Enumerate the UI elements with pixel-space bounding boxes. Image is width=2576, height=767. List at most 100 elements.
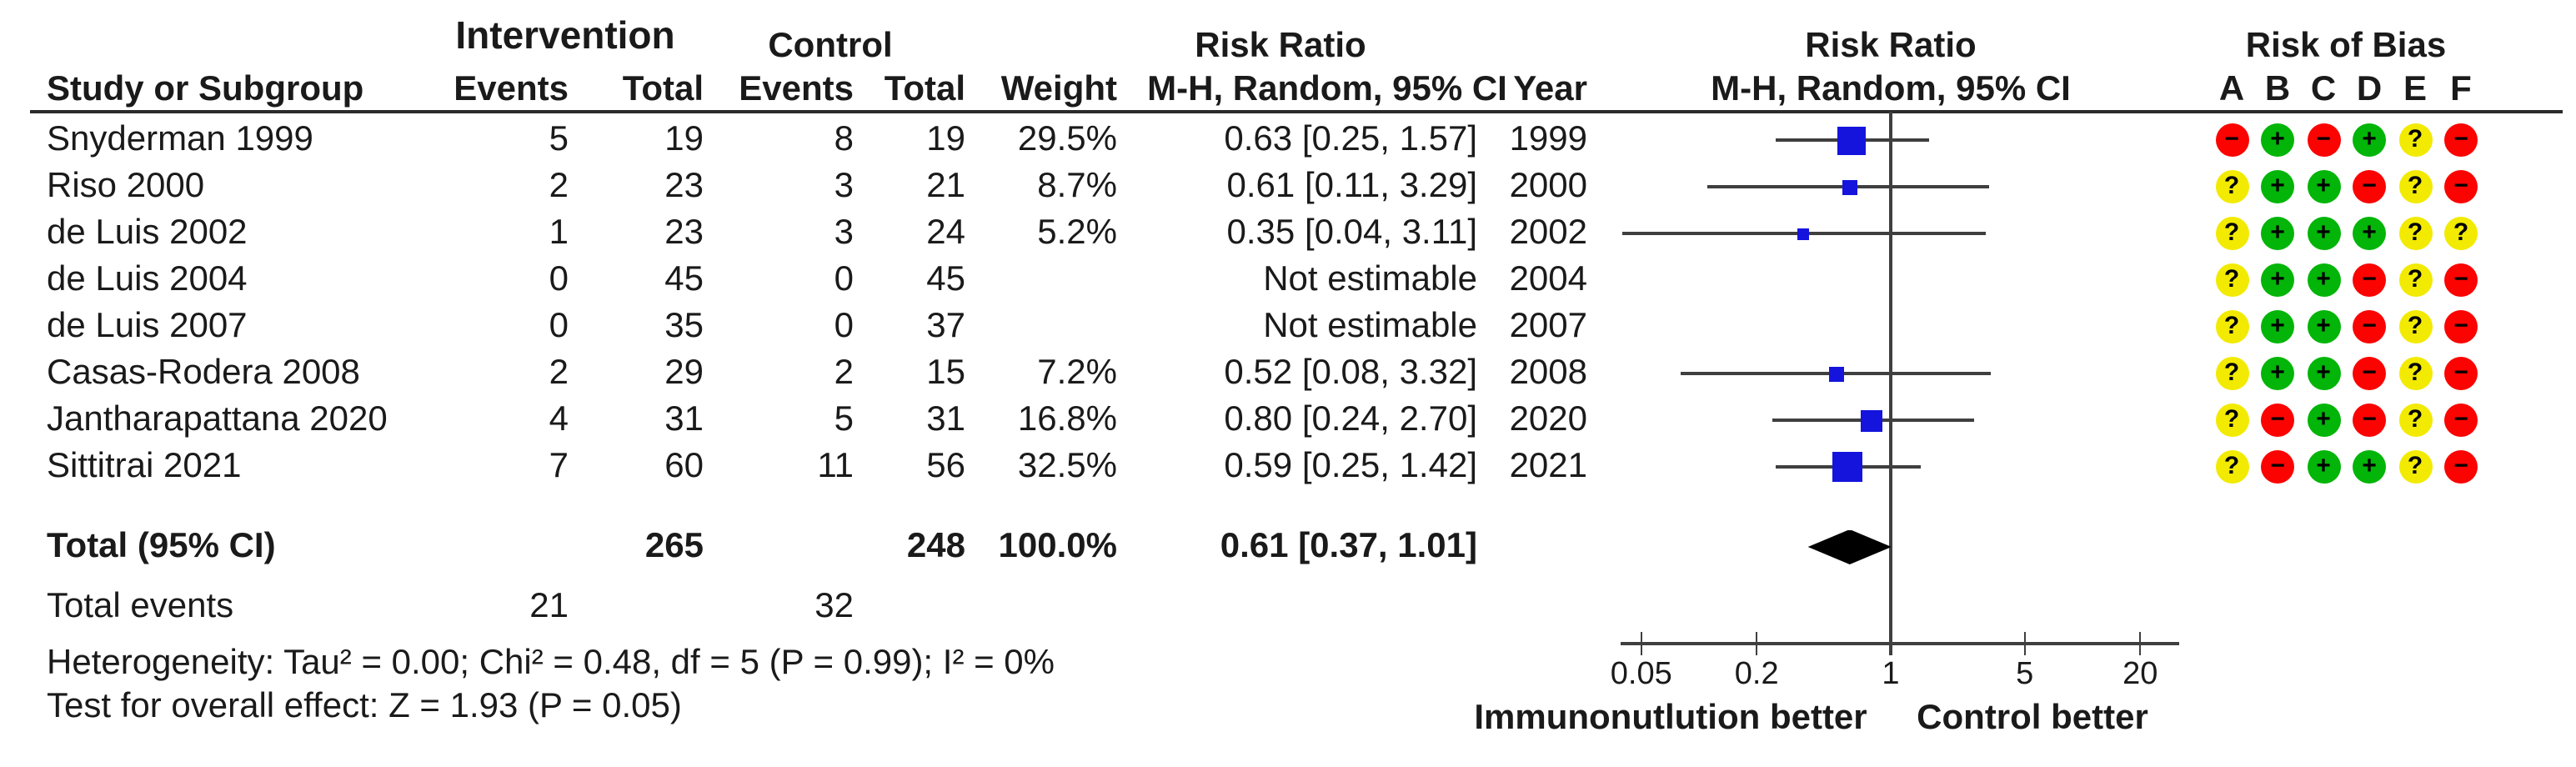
cell-ctl-total: 31 bbox=[926, 400, 965, 439]
cell-ctl-events: 8 bbox=[834, 120, 854, 158]
axis-tick bbox=[1889, 632, 1892, 655]
rob-minus-icon: − bbox=[2353, 404, 2386, 437]
axis-tick-label: 0.05 bbox=[1610, 657, 1672, 692]
axis-right-label: Control better bbox=[1917, 699, 2148, 737]
total-row-label: Total (95% CI) bbox=[47, 527, 276, 565]
rob-question-icon: ? bbox=[2398, 170, 2432, 203]
cell-int-events: 0 bbox=[549, 260, 569, 298]
cell-ctl-events: 0 bbox=[834, 307, 854, 345]
column-header-weight: Weight bbox=[1000, 70, 1117, 108]
rob-question-icon: ? bbox=[2398, 123, 2432, 157]
study-name: de Luis 2004 bbox=[47, 260, 248, 298]
effect-square bbox=[1837, 126, 1867, 154]
cell-ctl-total: 15 bbox=[926, 353, 965, 392]
column-header-risk-ratio: Risk Ratio bbox=[1195, 27, 1366, 65]
cell-weight: 5.2% bbox=[1037, 213, 1117, 252]
rob-plus-icon: + bbox=[2261, 357, 2294, 390]
rob-question-icon: ? bbox=[2215, 450, 2248, 484]
cell-ctl-total: 24 bbox=[926, 213, 965, 252]
header-divider bbox=[30, 110, 2563, 113]
rob-minus-icon: − bbox=[2444, 170, 2478, 203]
rob-minus-icon: − bbox=[2353, 263, 2386, 297]
study-name: Riso 2000 bbox=[47, 167, 205, 205]
cell-year: 1999 bbox=[1509, 120, 1587, 158]
group-header-intervention: Intervention bbox=[455, 13, 675, 57]
cell-year: 2020 bbox=[1509, 400, 1587, 439]
cell-estimate: 0.35 [0.04, 3.11] bbox=[1226, 213, 1477, 252]
rob-minus-icon: − bbox=[2444, 123, 2478, 157]
study-name: Casas-Rodera 2008 bbox=[47, 353, 360, 392]
cell-year: 2007 bbox=[1509, 307, 1587, 345]
axis-tick-label: 20 bbox=[2122, 657, 2158, 692]
rob-minus-icon: − bbox=[2444, 450, 2478, 484]
x-axis bbox=[1621, 642, 2179, 645]
rob-question-icon: ? bbox=[2398, 404, 2432, 437]
total-ctl-total: 248 bbox=[906, 527, 965, 565]
cell-int-total: 29 bbox=[664, 353, 704, 392]
plot-title: Risk Ratio bbox=[1805, 27, 1977, 65]
total-ctl-events: 32 bbox=[814, 587, 854, 625]
cell-ctl-total: 21 bbox=[926, 167, 965, 205]
column-header-int-events: Events bbox=[454, 70, 569, 108]
rob-question-icon: ? bbox=[2398, 310, 2432, 343]
cell-ctl-events: 2 bbox=[834, 353, 854, 392]
cell-int-events: 2 bbox=[549, 167, 569, 205]
rob-plus-icon: + bbox=[2307, 217, 2340, 250]
study-name: Sittitrai 2021 bbox=[47, 447, 242, 485]
cell-int-total: 23 bbox=[664, 167, 704, 205]
rob-question-icon: ? bbox=[2398, 217, 2432, 250]
cell-estimate: 0.59 [0.25, 1.42] bbox=[1224, 447, 1477, 485]
cell-int-total: 23 bbox=[664, 213, 704, 252]
total-weight: 100.0% bbox=[998, 527, 1117, 565]
cell-estimate: 0.80 [0.24, 2.70] bbox=[1224, 400, 1477, 439]
total-int-events: 21 bbox=[529, 587, 569, 625]
rob-question-icon: ? bbox=[2215, 217, 2248, 250]
plot-subtitle: M-H, Random, 95% CI bbox=[1711, 70, 2071, 108]
rob-plus-icon: + bbox=[2353, 450, 2386, 484]
rob-title: Risk of Bias bbox=[2245, 27, 2447, 65]
column-header-year: Year bbox=[1513, 70, 1587, 108]
cell-int-total: 19 bbox=[664, 120, 704, 158]
rob-minus-icon: − bbox=[2215, 123, 2248, 157]
study-name: Snyderman 1999 bbox=[47, 120, 313, 158]
axis-tick bbox=[1755, 632, 1758, 655]
rob-question-icon: ? bbox=[2444, 217, 2478, 250]
cell-year: 2021 bbox=[1509, 447, 1587, 485]
study-name: de Luis 2002 bbox=[47, 213, 248, 252]
axis-tick bbox=[2138, 632, 2142, 655]
cell-ctl-events: 11 bbox=[817, 447, 854, 485]
effect-square bbox=[1832, 452, 1862, 482]
cell-year: 2000 bbox=[1509, 167, 1587, 205]
cell-weight: 8.7% bbox=[1037, 167, 1117, 205]
rob-minus-icon: − bbox=[2444, 357, 2478, 390]
rob-minus-icon: − bbox=[2353, 170, 2386, 203]
rob-plus-icon: + bbox=[2261, 123, 2294, 157]
cell-int-events: 0 bbox=[549, 307, 569, 345]
effect-square bbox=[1861, 409, 1883, 431]
rob-question-icon: ? bbox=[2215, 263, 2248, 297]
cell-weight: 29.5% bbox=[1017, 120, 1117, 158]
heterogeneity-note: Heterogeneity: Tau² = 0.00; Chi² = 0.48,… bbox=[47, 644, 1055, 682]
rob-column-letter: B bbox=[2264, 70, 2291, 108]
rob-minus-icon: − bbox=[2444, 310, 2478, 343]
rob-question-icon: ? bbox=[2215, 357, 2248, 390]
axis-tick-label: 1 bbox=[1882, 657, 1900, 692]
effect-square bbox=[1842, 179, 1857, 194]
cell-year: 2002 bbox=[1509, 213, 1587, 252]
cell-weight: 7.2% bbox=[1037, 353, 1117, 392]
rob-question-icon: ? bbox=[2398, 263, 2432, 297]
cell-int-total: 35 bbox=[664, 307, 704, 345]
pooled-diamond bbox=[1807, 529, 1892, 564]
axis-tick-label: 0.2 bbox=[1734, 657, 1779, 692]
axis-tick-label: 5 bbox=[2016, 657, 2034, 692]
total-estimate: 0.61 [0.37, 1.01] bbox=[1220, 527, 1477, 565]
rob-plus-icon: + bbox=[2307, 170, 2340, 203]
cell-estimate: Not estimable bbox=[1263, 307, 1477, 345]
axis-tick bbox=[2023, 632, 2027, 655]
rob-column-letter: F bbox=[2450, 70, 2472, 108]
column-header-ctl-events: Events bbox=[739, 70, 854, 108]
rob-plus-icon: + bbox=[2353, 123, 2386, 157]
rob-plus-icon: + bbox=[2307, 263, 2340, 297]
cell-int-events: 5 bbox=[549, 120, 569, 158]
effect-square bbox=[1828, 366, 1844, 381]
